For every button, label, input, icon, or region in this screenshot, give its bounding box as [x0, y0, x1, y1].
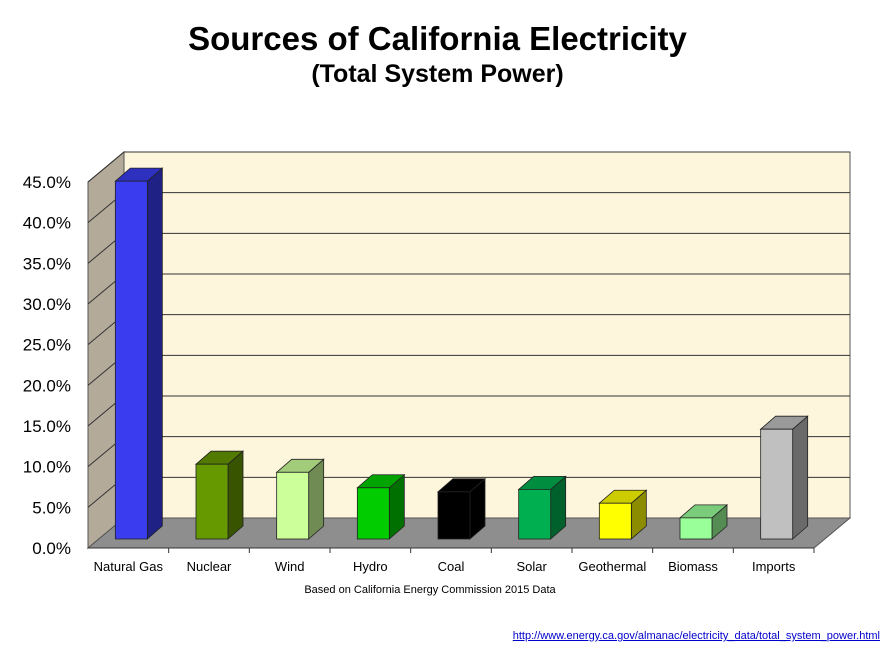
x-tick-label: Nuclear: [187, 559, 232, 574]
bar-front: [760, 428, 794, 540]
y-tick-label: 30.0%: [23, 295, 71, 314]
x-tick-label: Hydro: [353, 559, 388, 574]
x-tick-label: Solar: [516, 559, 547, 574]
y-tick-label: 45.0%: [23, 173, 71, 192]
y-tick-label: 25.0%: [23, 336, 71, 355]
y-tick-label: 20.0%: [23, 376, 71, 395]
y-axis: 0.0% 5.0% 10.0% 15.0% 20.0% 25.0% 30.0% 35.0% 40…: [23, 173, 71, 558]
x-axis-note: Based on California Energy Commission 20…: [304, 584, 556, 596]
x-tick-label: Natural Gas: [94, 559, 164, 574]
bar-side: [146, 167, 163, 540]
gridline: [87, 151, 125, 183]
source-link[interactable]: http://www.energy.ca.gov/almanac/electri…: [512, 630, 880, 642]
bar-side: [792, 415, 809, 540]
bar-side: [227, 450, 244, 540]
bar-side: [308, 458, 325, 540]
bar: [275, 458, 325, 540]
bar-front: [276, 471, 310, 540]
bar: [436, 477, 487, 540]
bar: [517, 475, 567, 540]
bar-front: [356, 487, 390, 540]
bar: [114, 167, 164, 540]
y-tick-label: 10.0%: [23, 458, 71, 477]
bar: [759, 415, 809, 540]
x-tick-label: Biomass: [668, 559, 718, 574]
chart-subtitle: (Total System Power): [311, 60, 564, 88]
y-tick-label: 15.0%: [23, 417, 71, 436]
bar-front: [679, 517, 713, 540]
x-tick-label: Geothermal: [578, 559, 646, 574]
y-tick-label: 40.0%: [23, 214, 71, 233]
chart-title: Sources of California Electricity: [188, 20, 687, 57]
x-tick-label: Imports: [752, 559, 796, 574]
y-tick-label: 5.0%: [32, 498, 71, 517]
bar: [194, 450, 245, 540]
bar-front: [437, 491, 471, 540]
x-axis: Natural Gas Nuclear Wind Hydro Coal Solar Geot…: [88, 547, 815, 574]
bar-front: [195, 463, 229, 540]
x-tick-label: Coal: [438, 559, 465, 574]
bars: [114, 167, 809, 540]
x-tick-label: Wind: [275, 559, 305, 574]
bar: [678, 503, 729, 540]
y-tick-label: 35.0%: [23, 254, 71, 273]
y-tick-label: 0.0%: [32, 539, 71, 558]
bar: [598, 489, 648, 540]
bar: [356, 473, 406, 540]
bar-front: [114, 180, 148, 540]
bar-front: [518, 488, 552, 540]
bar-front: [598, 502, 632, 540]
